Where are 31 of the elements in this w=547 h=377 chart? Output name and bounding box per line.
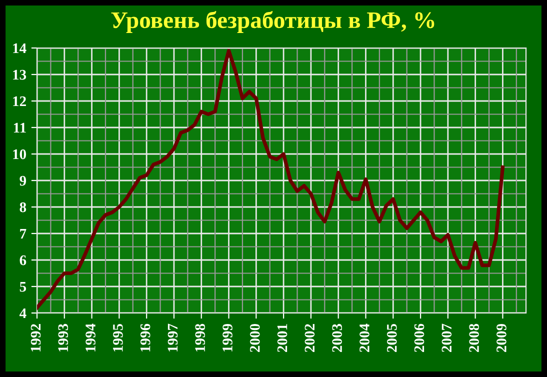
- x-tick-label: 2002: [304, 324, 315, 352]
- x-tick-label: 2009: [496, 324, 506, 352]
- y-tick-label: 5: [20, 282, 26, 292]
- x-tick-label: 1994: [86, 324, 96, 352]
- x-tick-label: 1996: [140, 324, 150, 352]
- x-tick-label: 2003: [332, 324, 342, 352]
- y-tick-label: 10: [13, 149, 26, 160]
- line-series: [37, 48, 505, 310]
- x-tick-label: 1993: [58, 324, 68, 352]
- y-tick-label: 11: [14, 122, 26, 133]
- x-tick-label: 2007: [442, 324, 452, 352]
- y-tick-label: 7: [20, 229, 26, 239]
- y-tick-label: 6: [20, 255, 26, 266]
- y-tick-label: 9: [20, 176, 26, 186]
- x-tick-label: 2008: [469, 324, 479, 352]
- y-tick-label: 8: [20, 202, 26, 212]
- chart-title: Уровень безработицы в РФ, %: [111, 11, 434, 33]
- x-tick-label: 2000: [250, 324, 260, 352]
- x-tick-label: 1997: [168, 324, 178, 352]
- x-tick-label: 2005: [386, 324, 397, 352]
- x-tick-label: 1998: [195, 324, 206, 352]
- x-tick-label: 2006: [414, 324, 424, 352]
- x-tick-label: 2001: [277, 324, 288, 352]
- x-tick-label: 1995: [113, 324, 123, 352]
- x-tick-label: 2004: [360, 324, 370, 352]
- y-tick-label: 13: [13, 70, 26, 80]
- x-tick-label: 1999: [222, 324, 232, 352]
- y-tick-label: 4: [19, 308, 26, 318]
- y-tick-label: 14: [13, 43, 26, 54]
- y-tick-label: 12: [13, 96, 26, 106]
- x-tick-label: 1992: [30, 324, 41, 352]
